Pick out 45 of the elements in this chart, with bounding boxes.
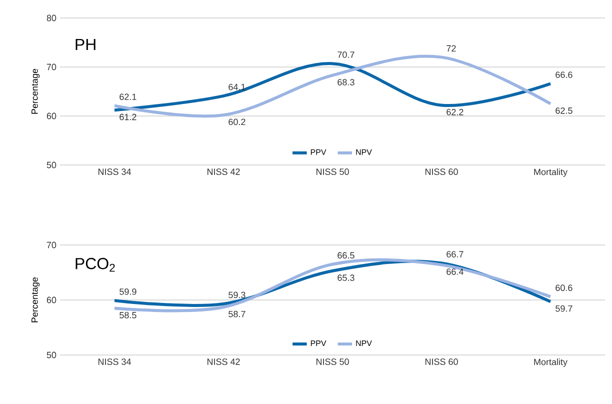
legend-label: NPV [356,340,372,346]
y-tick-label: 50 [46,162,56,168]
x-tick-label: NISS 60 [425,168,458,175]
data-label: 64.1 [228,84,246,90]
y-tick-label: 80 [46,14,56,22]
data-label: 62.2 [446,108,464,116]
legend-label: PPV [310,149,326,155]
y-axis-title: Percentage [32,68,40,114]
y-tick-label: 70 [46,64,56,70]
y-tick-label: 60 [46,296,56,304]
x-tick-label: NISS 42 [207,358,240,365]
data-label: 70.7 [338,51,354,58]
legend-label: NPV [356,149,372,155]
data-label: 59.7 [556,305,572,312]
data-label: 72 [446,45,456,52]
y-tick-label: 70 [46,242,56,248]
data-label: 66.4 [446,268,464,275]
x-tick-label: NISS 50 [316,168,349,175]
data-label: 59.9 [120,288,136,295]
y-axis-title: Percentage [32,277,40,322]
x-tick-label: NISS 50 [316,358,349,365]
data-label: 65.3 [338,274,354,281]
data-label: 66.5 [338,252,354,259]
data-label: 68.3 [338,79,354,86]
x-tick-label: NISS 34 [98,168,131,175]
data-label: 58.5 [120,312,136,318]
data-label: 66.6 [556,72,572,78]
x-tick-label: Mortality [534,358,568,367]
data-label: 62.5 [556,107,572,114]
data-label: 66.7 [446,251,464,258]
x-tick-label: Mortality [534,168,568,177]
x-tick-label: NISS 42 [207,168,240,175]
data-label: 59.3 [228,292,246,298]
text: PCO$_{2}$ [76,258,115,272]
y-tick-label: 50 [46,352,56,358]
data-label: 62.1 [120,94,136,100]
legend-label: PPV [310,340,326,346]
x-tick-label: NISS 34 [98,358,131,365]
data-label: 61.2 [120,114,136,120]
data-label: 60.6 [556,284,572,292]
y-tick-label: 60 [46,112,56,120]
x-tick-label: NISS 60 [425,358,458,365]
data-label: 60.2 [228,118,246,126]
data-label: 58.7 [228,310,246,318]
text: PH [76,38,96,50]
